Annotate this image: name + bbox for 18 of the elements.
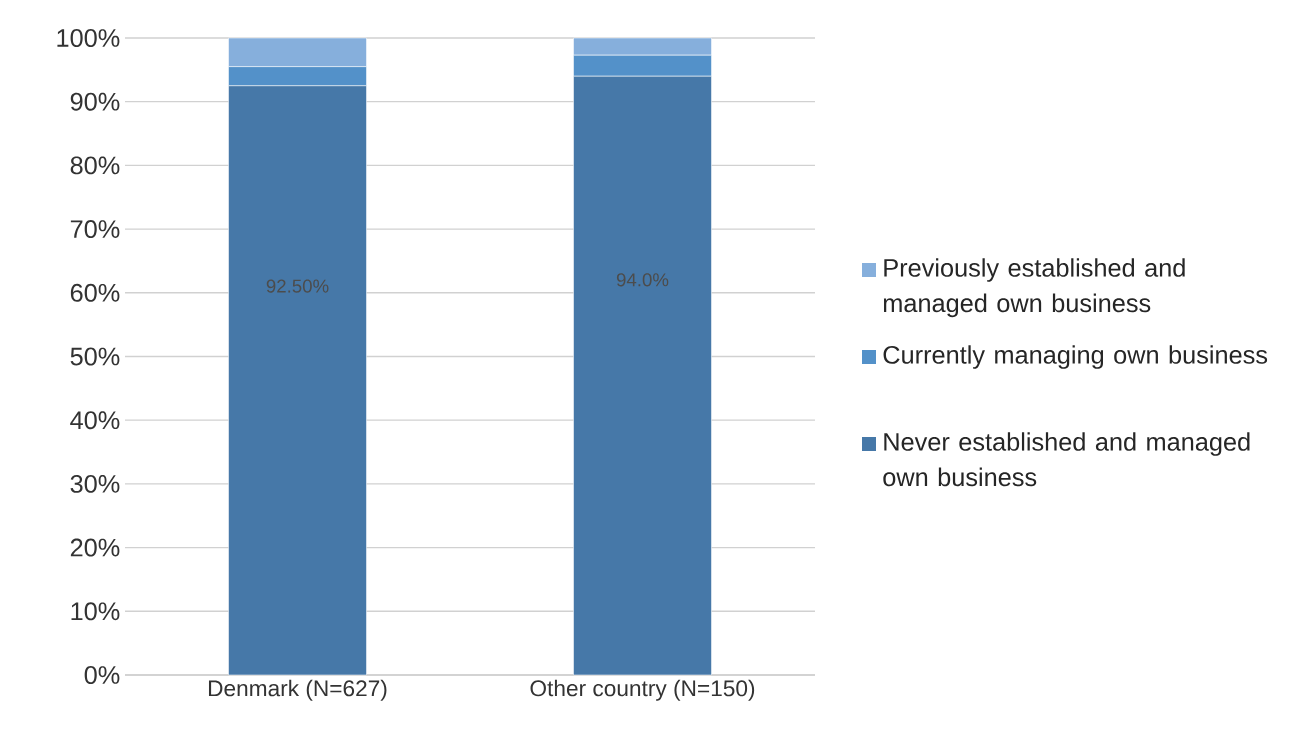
y-tick-label: 50% xyxy=(70,347,120,366)
y-tick-label: 70% xyxy=(70,220,120,239)
y-tick-label: 20% xyxy=(70,538,120,557)
y-tick-label: 60% xyxy=(70,283,120,302)
data-label: 94.0% xyxy=(616,273,669,287)
data-label: 92.50% xyxy=(266,279,329,293)
y-tick-label: 30% xyxy=(70,474,120,493)
x-tick-label: Denmark (N=627) xyxy=(208,679,387,701)
legend-label: Previously established and managed own business xyxy=(883,258,1185,318)
y-tick-label: 80% xyxy=(70,156,120,175)
y-tick-label: 0% xyxy=(84,666,120,684)
y-tick-label: 100% xyxy=(57,29,120,47)
y-tick-label: 90% xyxy=(70,92,120,111)
y-tick-label: 40% xyxy=(70,411,120,430)
legend-label: Currently managing own business xyxy=(883,345,1268,369)
y-tick-label: 10% xyxy=(71,602,120,621)
x-tick-label: Other country (N=150) xyxy=(530,679,755,701)
legend-label: Never established and managed own business xyxy=(883,432,1250,487)
